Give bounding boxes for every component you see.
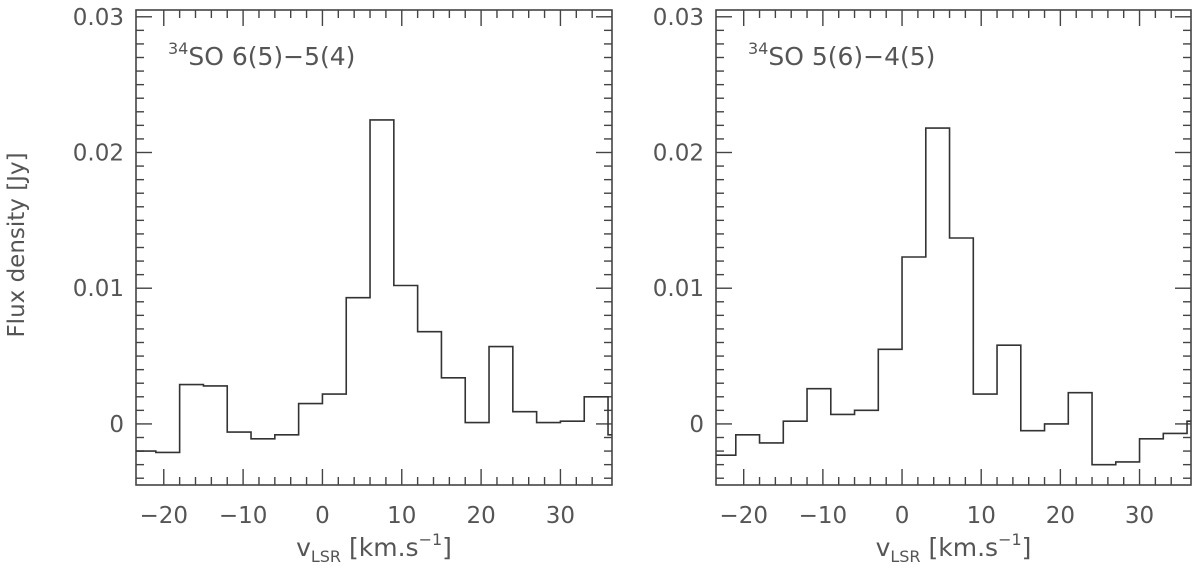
x-tick-label: 0	[895, 503, 910, 529]
panel-2: −20 −10 0 10 20 30 0 0.01 0.02 0.03 34SO 5(6)−4(5)…	[653, 5, 1192, 566]
x-tick-label: 30	[546, 503, 575, 529]
title-text: SO 5(6)−4(5)	[768, 42, 935, 71]
panel-title: 34SO 6(5)−5(4)	[168, 39, 355, 71]
y-tick-label: 0.01	[73, 276, 124, 302]
title-superscript: 34	[748, 39, 768, 58]
plot-frame	[715, 9, 1192, 486]
spectrum-step-line	[716, 127, 1191, 466]
panel-1: −20 −10 0 10 20 30 0 0.01 0.02 0.03 34SO 6(5)−5(4)…	[73, 5, 613, 566]
y-tick-label: 0.01	[653, 276, 704, 302]
x-tick-label: −20	[139, 503, 188, 529]
title-text: SO 6(5)−5(4)	[188, 42, 355, 71]
spectrum-step-line	[136, 119, 612, 454]
x-tick-label: 20	[1046, 503, 1075, 529]
x-axis-label: vLSR [km.s−1]	[296, 530, 452, 566]
x-tick-label: −10	[219, 503, 268, 529]
x-tick-label: 10	[387, 503, 416, 529]
y-tick-label: 0	[109, 412, 124, 438]
y-tick-label: 0.03	[73, 5, 124, 31]
y-tick-label: 0	[689, 412, 704, 438]
x-tick-label: 0	[315, 503, 330, 529]
title-superscript: 34	[168, 39, 188, 58]
x-tick-label: −20	[719, 503, 768, 529]
y-tick-label: 0.02	[653, 141, 704, 167]
x-tick-label: 20	[466, 503, 495, 529]
panel-title: 34SO 5(6)−4(5)	[748, 39, 935, 71]
x-tick-label: −10	[799, 503, 848, 529]
x-tick-label: 30	[1125, 503, 1154, 529]
x-tick-label: 10	[967, 503, 996, 529]
x-axis-label: vLSR [km.s−1]	[876, 530, 1032, 566]
plot-frame	[135, 9, 613, 486]
y-axis-label: Flux density [Jy]	[4, 152, 30, 337]
y-tick-label: 0.02	[73, 141, 124, 167]
y-tick-label: 0.03	[653, 5, 704, 31]
